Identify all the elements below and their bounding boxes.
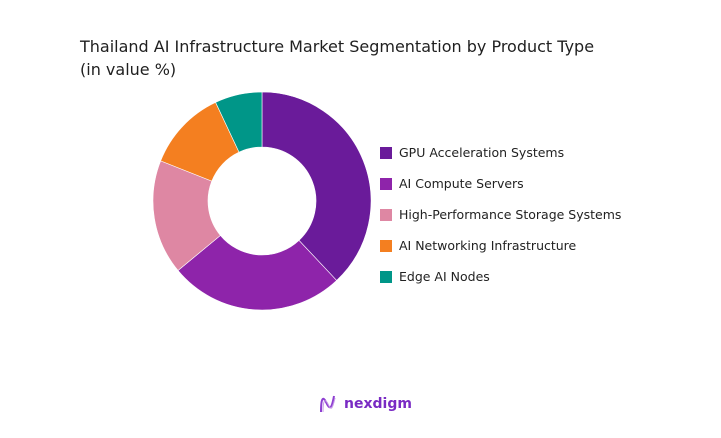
legend-label: AI Networking Infrastructure <box>399 238 577 253</box>
legend-swatch <box>380 270 392 283</box>
title-line: Thailand AI Infrastructure Market Segmen… <box>80 37 595 56</box>
legend-swatch <box>380 239 392 252</box>
slice-edge-ai-nodes <box>215 91 263 153</box>
legend-label: High-Performance Storage Systems <box>399 207 622 222</box>
nexdigm-logo-icon <box>320 395 336 413</box>
slice-ai-compute-servers <box>177 234 338 311</box>
legend-label: Edge AI Nodes <box>399 269 490 284</box>
legend-label: AI Compute Servers <box>399 176 524 191</box>
slice-gpu-acceleration-systems <box>261 91 372 281</box>
legend-item: High-Performance Storage Systems <box>380 199 621 230</box>
legend-item: AI Networking Infrastructure <box>380 230 621 261</box>
legend-swatch <box>380 208 392 221</box>
logo-text: nexdigm <box>344 396 412 412</box>
legend: GPU Acceleration Systems AI Compute Serve… <box>380 137 621 292</box>
legend-swatch <box>380 177 392 190</box>
legend-item: AI Compute Servers <box>380 168 621 199</box>
subtitle-line: (in value %) <box>80 60 177 79</box>
nexdigm-logo: nexdigm <box>318 394 412 414</box>
legend-label: GPU Acceleration Systems <box>399 145 565 160</box>
legend-swatch <box>380 146 392 159</box>
chart-title: Thailand AI Infrastructure Market Segmen… <box>80 35 594 81</box>
legend-item: Edge AI Nodes <box>380 261 621 292</box>
legend-item: GPU Acceleration Systems <box>380 137 621 168</box>
